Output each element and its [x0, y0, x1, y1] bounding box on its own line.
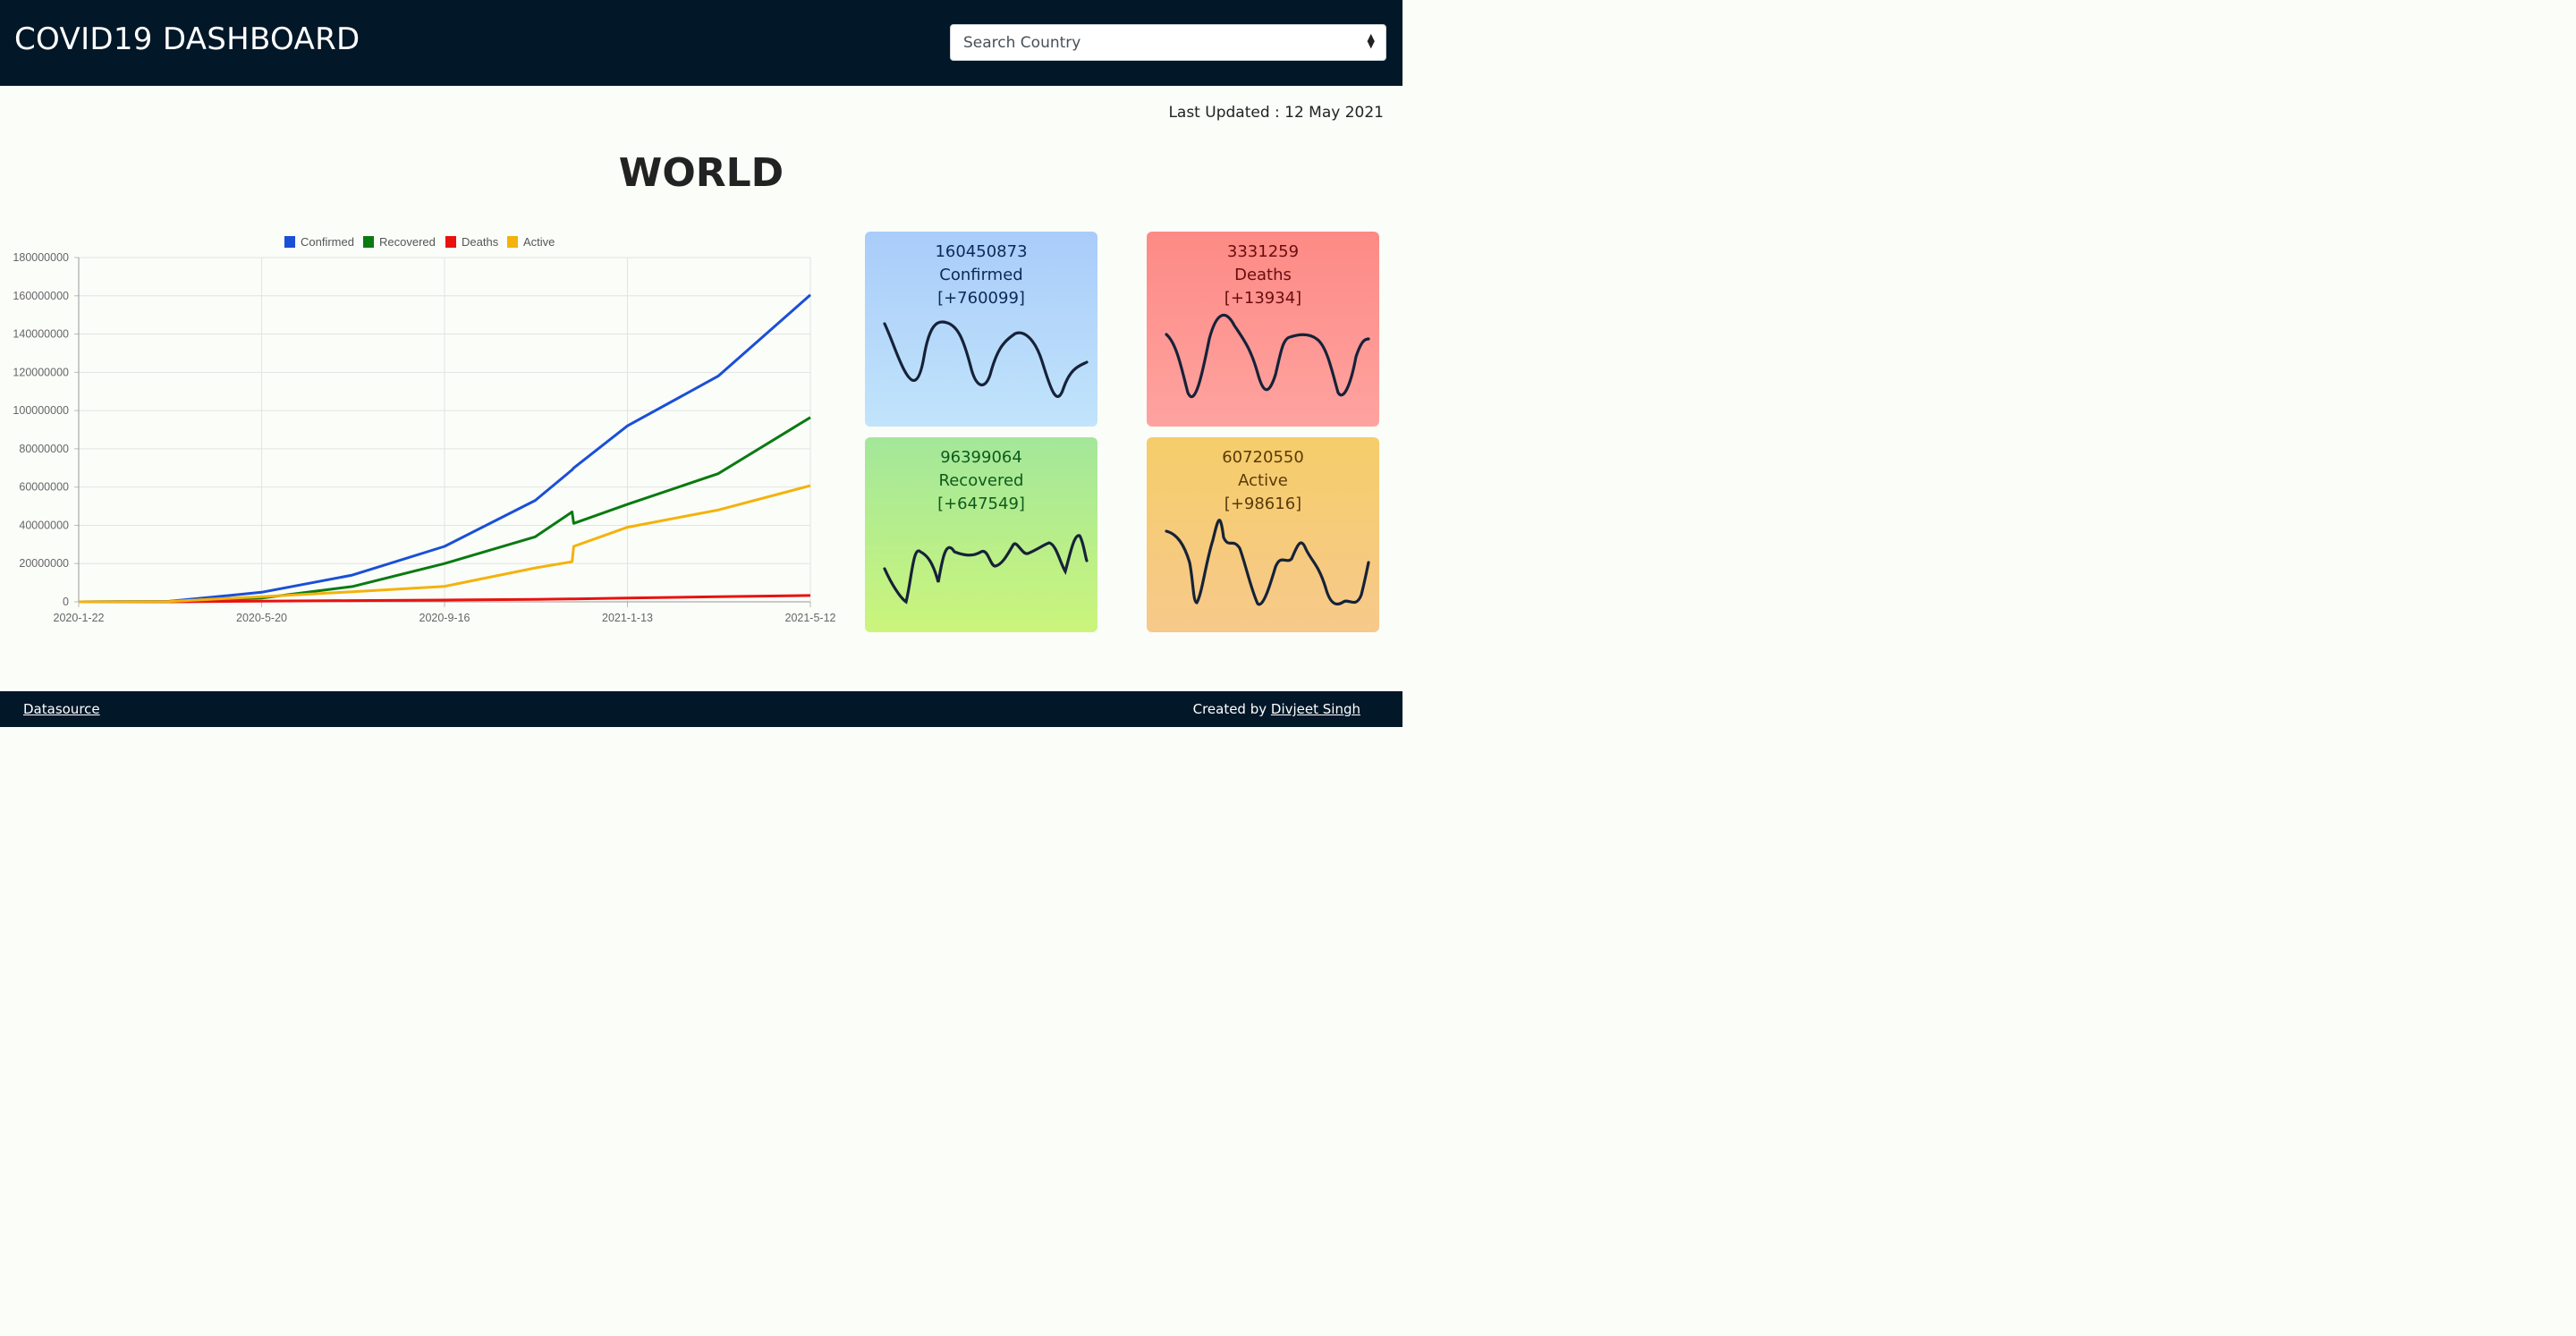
y-tick-label: 60000000 [19, 481, 69, 494]
y-tick-label: 160000000 [13, 290, 69, 302]
recovered-card: 96399064 Recovered [+647549] [865, 437, 1097, 632]
last-updated-text: Last Updated : 12 May 2021 [1168, 104, 1384, 122]
y-tick-label: 80000000 [19, 443, 69, 455]
country-select-placeholder: Search Country [963, 34, 1081, 52]
y-tick-label: 0 [63, 596, 69, 608]
active-label: Active [1238, 471, 1288, 490]
y-tick-label: 120000000 [13, 366, 69, 378]
confirmed-sparkline [883, 320, 1089, 398]
y-tick-label: 40000000 [19, 519, 69, 531]
x-tick-label: 2020-5-20 [236, 612, 287, 624]
deaths-sparkline [1165, 313, 1370, 399]
x-tick-label: 2020-1-22 [54, 612, 105, 624]
confirmed-label: Confirmed [939, 266, 1023, 284]
top-navbar: COVID19 DASHBOARD Search Country ▲ ▼ [0, 0, 1402, 86]
author-link[interactable]: Divjeet Singh [1270, 701, 1360, 717]
credits: Created by Divjeet Singh [1193, 701, 1360, 717]
deaths-count: 3331259 [1226, 242, 1300, 261]
deaths-delta: [+13934] [1224, 289, 1302, 308]
x-tick-label: 2021-1-13 [602, 612, 653, 624]
x-tick-label: 2020-9-16 [419, 612, 470, 624]
y-tick-label: 100000000 [13, 404, 69, 417]
recovered-count: 96399064 [940, 448, 1022, 467]
recovered-delta: [+647549] [937, 495, 1025, 513]
recovered-sparkline [883, 534, 1089, 605]
legend-swatch-active [507, 236, 518, 248]
confirmed-delta: [+760099] [937, 289, 1025, 308]
legend-swatch-confirmed [284, 236, 295, 248]
y-tick-label: 20000000 [19, 557, 69, 570]
region-title: WORLD [618, 150, 784, 196]
active-delta: [+98616] [1224, 495, 1302, 513]
active-count: 60720550 [1222, 448, 1304, 467]
legend-swatch-recovered [363, 236, 374, 248]
select-arrows-icon: ▲ ▼ [1367, 31, 1375, 50]
deaths-card: 3331259 Deaths [+13934] [1147, 232, 1379, 427]
country-select[interactable]: Search Country ▲ ▼ [950, 24, 1386, 61]
y-tick-label: 140000000 [13, 328, 69, 341]
confirmed-card: 160450873 Confirmed [+760099] [865, 232, 1097, 427]
legend-label-deaths: Deaths [462, 235, 499, 249]
legend-swatch-deaths [445, 236, 456, 248]
series-line-active [78, 484, 811, 604]
active-card: 60720550 Active [+98616] [1147, 437, 1379, 632]
timeseries-line-chart: 0 20000000 40000000 60000000 80000000 1000000… [13, 235, 836, 624]
legend-label-recovered: Recovered [379, 235, 436, 249]
y-tick-label: 180000000 [13, 251, 69, 264]
active-sparkline [1165, 519, 1370, 606]
x-tick-label: 2021-5-12 [785, 612, 836, 624]
app-title[interactable]: COVID19 DASHBOARD [14, 21, 360, 57]
series-line-confirmed [78, 293, 811, 604]
datasource-link[interactable]: Datasource [23, 701, 100, 717]
footer: Datasource Created by Divjeet Singh [0, 691, 1402, 727]
confirmed-count: 160450873 [935, 242, 1028, 261]
legend-label-confirmed: Confirmed [301, 235, 354, 249]
deaths-label: Deaths [1234, 266, 1292, 284]
series-line-deaths [79, 594, 811, 604]
created-by-text: Created by [1192, 701, 1267, 717]
legend-label-active: Active [523, 235, 555, 249]
recovered-label: Recovered [938, 471, 1024, 490]
